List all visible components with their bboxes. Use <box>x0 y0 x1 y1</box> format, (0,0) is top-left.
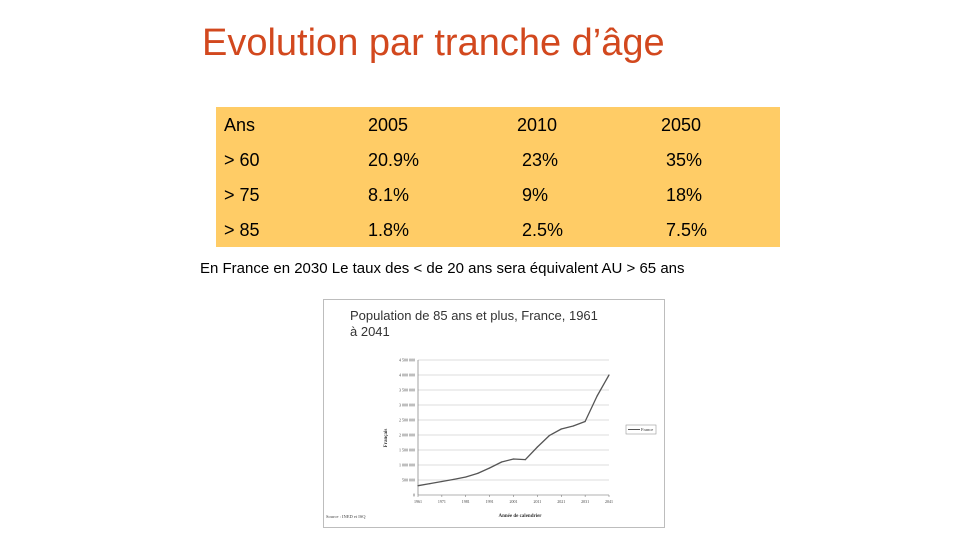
chart-x-tick-label: 1991 <box>486 499 494 504</box>
table-row: > 75 8.1% 9% 18% <box>216 177 780 212</box>
chart-source-note: Source : INED et ISQ <box>326 514 366 519</box>
chart-x-tick-label: 2031 <box>581 499 589 504</box>
chart-canvas: Population de 85 ans et plus, France, 19… <box>326 308 657 519</box>
chart-data-point <box>512 458 515 460</box>
table-cell: 35% <box>666 150 703 170</box>
chart-data-point <box>548 435 550 437</box>
chart-series-line-france <box>417 374 610 487</box>
table-header-cell: 2050 <box>661 115 702 135</box>
chart-data-point <box>453 478 455 480</box>
france-2030-note: En France en 2030 Le taux des < de 20 an… <box>200 260 685 277</box>
chart-x-tick-label: 2041 <box>605 499 613 504</box>
chart-x-tick-label: 2011 <box>533 499 541 504</box>
chart-x-axis-label: Année de calendrier <box>498 514 542 519</box>
table-header-cell: Ans <box>224 115 256 135</box>
chart-legend-label: France <box>641 427 653 432</box>
chart-x-tick-label: 1961 <box>414 499 422 504</box>
table-cell: > 75 <box>224 185 260 205</box>
table-cell: 18% <box>666 185 703 205</box>
chart-data-point <box>584 420 586 423</box>
population-chart: Population de 85 ans et plus, France, 19… <box>323 299 665 528</box>
chart-series-layer <box>417 374 610 487</box>
chart-y-tick-label: 4 500 000 <box>399 358 415 363</box>
chart-y-tick-label: 2 500 000 <box>399 418 415 423</box>
chart-y-tick-label: 1 000 000 <box>399 463 415 468</box>
chart-gridlines <box>417 359 609 496</box>
chart-x-tick-label: 2021 <box>557 499 565 504</box>
chart-data-point <box>429 483 431 485</box>
chart-data-point <box>536 446 538 448</box>
table-header-cell: 2010 <box>517 115 558 135</box>
chart-data-point <box>465 476 467 478</box>
chart-data-point <box>417 485 419 487</box>
chart-data-point <box>477 472 479 474</box>
table-cell: 23% <box>522 150 559 170</box>
table-header-row: Ans 2005 2010 2050 <box>216 107 780 142</box>
chart-title-line-2: à 2041 <box>350 324 390 339</box>
table-cell: 2.5% <box>522 220 564 240</box>
chart-x-tick-label: 1971 <box>438 499 446 504</box>
chart-y-tick-label: 4 000 000 <box>399 373 415 378</box>
chart-y-axis-label: Français <box>384 429 389 448</box>
table-cell: 7.5% <box>666 220 708 240</box>
table-cell: 20.9% <box>368 150 420 170</box>
chart-y-tick-label: 500 000 <box>402 478 415 483</box>
chart-title-line-1: Population de 85 ans et plus, France, 19… <box>350 308 598 323</box>
chart-ticks: 0 500 000 1 000 000 1 500 000 2 000 000 2 500… <box>399 358 613 505</box>
chart-data-point <box>608 374 610 376</box>
chart-data-point <box>489 467 491 469</box>
table-row: > 60 20.9% 23% 35% <box>216 142 780 177</box>
slide-title: Evolution par tranche d’âge <box>202 22 665 64</box>
age-group-table: Ans 2005 2010 2050 > 60 20.9% 23% 35% > … <box>216 107 780 247</box>
table-row: > 85 1.8% 2.5% 7.5% <box>216 212 780 247</box>
table-cell: 9% <box>522 185 549 205</box>
chart-y-tick-label: 3 500 000 <box>399 388 415 393</box>
chart-legend-box <box>625 424 657 435</box>
chart-data-point <box>560 428 562 430</box>
table-cell: > 85 <box>224 220 260 240</box>
chart-y-tick-label: 2 000 000 <box>399 433 415 438</box>
chart-data-point <box>501 461 503 463</box>
chart-data-point <box>441 480 443 483</box>
chart-data-point <box>524 459 526 461</box>
table-cell: 8.1% <box>368 185 410 205</box>
chart-x-tick-label: 2001 <box>510 499 518 504</box>
chart-y-tick-label: 3 000 000 <box>399 403 415 408</box>
chart-data-point <box>572 425 574 427</box>
chart-y-tick-label: 0 <box>413 493 415 498</box>
chart-y-tick-label: 1 500 000 <box>399 448 415 453</box>
chart-x-tick-label: 1981 <box>462 499 470 504</box>
table-cell: > 60 <box>224 150 260 170</box>
table-cell: 1.8% <box>368 220 410 240</box>
table-header-cell: 2005 <box>368 115 409 135</box>
chart-data-point <box>596 395 598 397</box>
